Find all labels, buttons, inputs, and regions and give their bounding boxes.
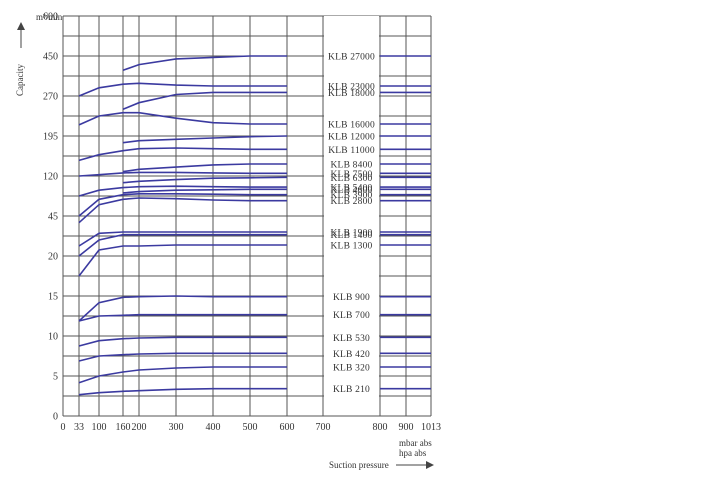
x-tick-800: 800 <box>373 422 388 433</box>
curve-klb-7500 <box>78 171 287 177</box>
series-label-klb-8400: KLB 8400 <box>331 161 373 171</box>
curve-klb-12000 <box>122 135 288 144</box>
series-label-klb-320: KLB 320 <box>333 364 370 374</box>
y-tick-15: 15 <box>48 292 58 303</box>
x-tick-500: 500 <box>243 422 258 433</box>
series-label-klb-1900: KLB 1900 <box>331 229 373 239</box>
curve-klb-11000 <box>78 147 287 162</box>
x-tick-labels: 0 33 100 160 200 300 400 500 600 700 800 900 1013 <box>61 422 442 433</box>
x-tick-200: 200 <box>132 422 147 433</box>
x-tick-400: 400 <box>206 422 221 433</box>
curve-klb-1900 <box>78 231 287 247</box>
curve-klb-16000 <box>78 111 287 126</box>
y-tick-450: 450 <box>43 52 58 63</box>
series-label-klb-700: KLB 700 <box>333 311 370 321</box>
curve-klb-5400 <box>78 185 287 197</box>
curve-klb-1300 <box>78 244 287 277</box>
curve-klb-8400 <box>122 163 287 173</box>
x-tick-700: 700 <box>316 422 331 433</box>
series-label-klb-18000: KLB 18000 <box>328 89 375 99</box>
curve-klb-210 <box>78 387 287 396</box>
x-tick-1013: 1013 <box>421 422 441 433</box>
curve-klb-6300 <box>122 176 288 184</box>
x-axis-unit-hpa: hpa abs <box>399 448 427 458</box>
x-tick-0: 0 <box>61 422 66 433</box>
curve-klb-23000 <box>78 82 287 97</box>
y-tick-10: 10 <box>48 332 58 343</box>
curve-klb-900 <box>78 295 287 322</box>
series-label-klb-5400: KLB 5400 <box>331 184 373 194</box>
series-label-klb-23000: KLB 23000 <box>328 83 375 93</box>
y-axis-unit: m³/min <box>36 12 63 22</box>
x-arrow-head <box>426 461 434 469</box>
curve-klb-320 <box>78 366 287 384</box>
series-label-klb-1400: KLB 1400 <box>331 231 373 241</box>
series-label-klb-530: KLB 530 <box>333 334 370 344</box>
x-tick-900: 900 <box>399 422 414 433</box>
y-tick-0: 0 <box>53 412 58 423</box>
label-column-mask <box>324 16 379 412</box>
y-tick-45: 45 <box>48 212 58 223</box>
curve-klb-530 <box>78 336 287 347</box>
series-label-klb-11000: KLB 11000 <box>328 146 375 156</box>
y-tick-labels: 0 5 10 15 20 45 120 195 270 450 600 <box>43 12 58 423</box>
x-tick-160: 160 <box>116 422 131 433</box>
series-label-klb-2800: KLB 2800 <box>331 197 373 207</box>
x-tick-300: 300 <box>169 422 184 433</box>
x-tick-33: 33 <box>74 422 84 433</box>
series-label-klb-3900: KLB 3900 <box>331 191 373 201</box>
curves <box>78 55 431 396</box>
curve-klb-3900 <box>78 193 287 217</box>
curve-klb-420 <box>78 352 287 362</box>
series-label-klb-16000: KLB 16000 <box>328 121 375 131</box>
y-axis-label: Capacity <box>15 64 25 96</box>
series-label-klb-900: KLB 900 <box>333 293 370 303</box>
curve-klb-700 <box>78 313 287 322</box>
x-axis-label: Suction pressure <box>329 460 389 470</box>
y-tick-600: 600 <box>43 12 58 23</box>
y-tick-5: 5 <box>53 372 58 383</box>
y-tick-120: 120 <box>43 172 58 183</box>
curve-klb-2800 <box>78 197 287 224</box>
series-label-klb-1300: KLB 1300 <box>331 242 373 252</box>
y-tick-195: 195 <box>43 132 58 143</box>
x-axis-unit-mbar: mbar abs <box>399 438 432 448</box>
y-arrow-head <box>17 22 25 30</box>
curve-klb-4600 <box>122 188 287 194</box>
series-label-klb-12000: KLB 12000 <box>328 133 375 143</box>
axis-titles: Capacity m³/min mbar abs hpa abs Suction… <box>15 12 432 470</box>
series-label-klb-4600: KLB 4600 <box>331 186 373 196</box>
y-tick-270: 270 <box>43 92 58 103</box>
curve-klb-18000 <box>122 91 287 111</box>
curve-klb-1400 <box>78 233 287 257</box>
series-label-klb-210: KLB 210 <box>333 385 370 395</box>
series-label-klb-420: KLB 420 <box>333 350 370 360</box>
series-label-klb-6300: KLB 6300 <box>331 174 373 184</box>
series-label-klb-27000: KLB 27000 <box>328 53 375 63</box>
x-tick-100: 100 <box>92 422 107 433</box>
axis-arrows <box>17 22 434 469</box>
y-tick-20: 20 <box>48 252 58 263</box>
x-tick-600: 600 <box>280 422 295 433</box>
curve-klb-27000 <box>122 55 287 72</box>
series-label-klb-7500: KLB 7500 <box>331 170 373 180</box>
